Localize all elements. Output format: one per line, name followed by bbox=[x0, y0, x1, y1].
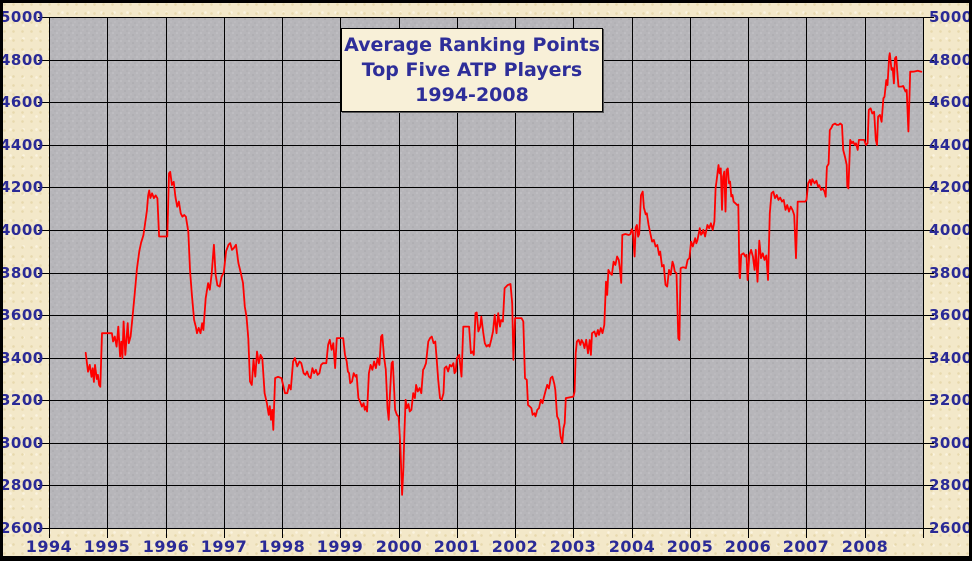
x-axis-label: 2005 bbox=[666, 537, 714, 556]
y-axis-label-right: 3000 bbox=[929, 434, 972, 452]
x-axis-label: 1999 bbox=[316, 537, 364, 556]
x-axis-label: 2001 bbox=[433, 537, 481, 556]
y-axis-label-left: 5000 bbox=[0, 8, 44, 26]
y-axis-label-right: 4400 bbox=[929, 136, 972, 154]
chart-title-line2: Top Five ATP Players bbox=[361, 58, 583, 81]
x-axis-label: 2000 bbox=[375, 537, 423, 556]
x-axis-label: 1998 bbox=[258, 537, 306, 556]
x-axis-label: 2007 bbox=[782, 537, 830, 556]
x-axis-label: 2004 bbox=[608, 537, 656, 556]
y-axis-label-right: 3800 bbox=[929, 264, 972, 282]
y-axis-label-right: 2800 bbox=[929, 476, 972, 494]
x-axis-label: 2008 bbox=[841, 537, 889, 556]
y-axis-label-left: 3000 bbox=[0, 434, 44, 452]
y-axis-label-left: 4400 bbox=[0, 136, 44, 154]
data-series-line bbox=[84, 52, 923, 496]
chart-title-line1: Average Ranking Points bbox=[344, 33, 600, 56]
chart-title-line3: 1994-2008 bbox=[415, 83, 529, 106]
y-axis-label-right: 4800 bbox=[929, 51, 972, 69]
y-axis-label-left: 3400 bbox=[0, 349, 44, 367]
y-axis-label-right: 3600 bbox=[929, 306, 972, 324]
y-axis-label-left: 4200 bbox=[0, 178, 44, 196]
y-axis-label-left: 4800 bbox=[0, 51, 44, 69]
x-axis-label: 2002 bbox=[491, 537, 539, 556]
y-axis-label-right: 3200 bbox=[929, 391, 972, 409]
y-axis-label-left: 2800 bbox=[0, 476, 44, 494]
y-axis-label-right: 3400 bbox=[929, 349, 972, 367]
x-axis-label: 1995 bbox=[83, 537, 131, 556]
x-axis-label: 1996 bbox=[142, 537, 190, 556]
y-axis-label-right: 4200 bbox=[929, 178, 972, 196]
y-axis-label-left: 3200 bbox=[0, 391, 44, 409]
y-axis-label-left: 4000 bbox=[0, 221, 44, 239]
y-axis-label-left: 4600 bbox=[0, 93, 44, 111]
gridlines bbox=[38, 17, 934, 538]
y-axis-label-left: 3800 bbox=[0, 264, 44, 282]
x-axis-label: 2006 bbox=[724, 537, 772, 556]
y-axis-label-right: 5000 bbox=[929, 8, 972, 26]
y-axis-label-right: 4000 bbox=[929, 221, 972, 239]
x-axis-label: 1997 bbox=[200, 537, 248, 556]
y-axis-label-right: 2600 bbox=[929, 519, 972, 537]
chart-title-box: Average Ranking Points Top Five ATP Play… bbox=[341, 28, 603, 112]
y-axis-label-left: 3600 bbox=[0, 306, 44, 324]
y-axis-label-left: 2600 bbox=[0, 519, 44, 537]
x-axis-label: 1994 bbox=[25, 537, 73, 556]
x-axis-label: 2003 bbox=[549, 537, 597, 556]
y-axis-label-right: 4600 bbox=[929, 93, 972, 111]
